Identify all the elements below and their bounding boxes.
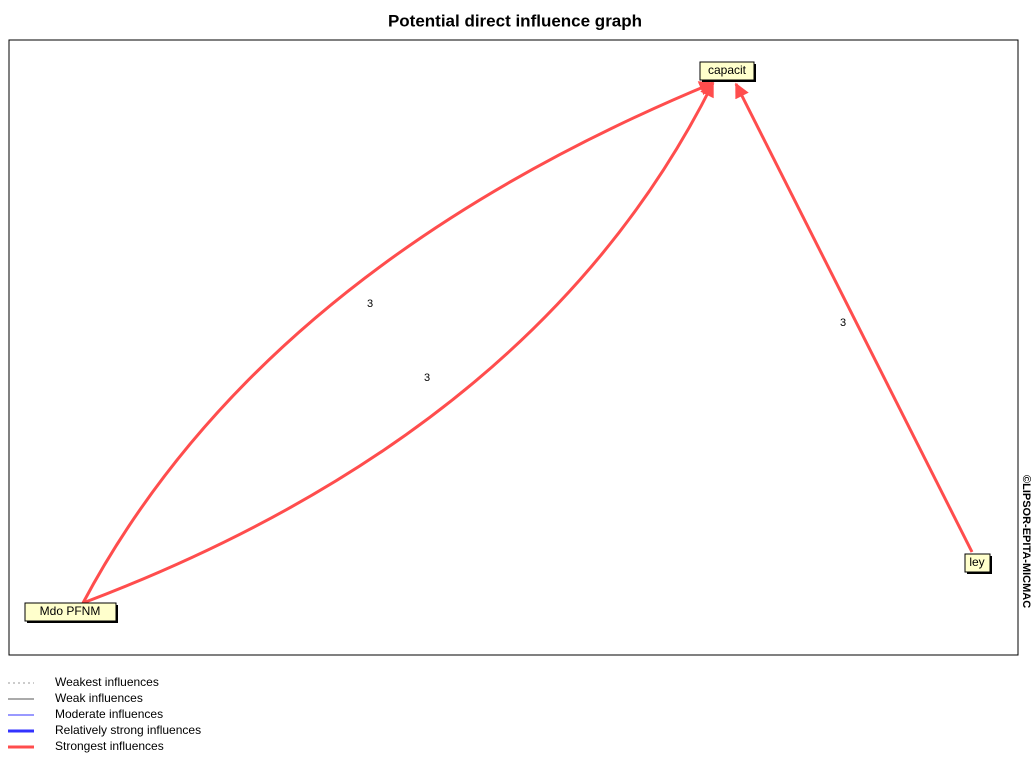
node [964,553,991,573]
legend-label: Moderate influences [55,707,163,721]
watermark: ©LIPSOR-EPITA-MICMAC [1020,475,1032,608]
edge [82,81,715,605]
graph-frame [8,39,1019,656]
edge [734,82,974,553]
node-label: capacit [708,63,747,77]
legend-label: Weak influences [55,691,143,705]
edge-label: 3 [840,317,846,329]
edge [81,81,715,604]
edge-label: 3 [367,298,373,310]
legend-label: Relatively strong influences [55,723,201,737]
edge-label: 3 [424,372,430,384]
node [24,602,117,622]
title: Potential direct influence graph [388,11,642,30]
node [699,61,755,81]
legend-label: Weakest influences [55,675,159,689]
legend-label: Strongest influences [55,739,164,753]
node-label: ley [969,555,984,569]
node-label: Mdo PFNM [40,604,101,618]
